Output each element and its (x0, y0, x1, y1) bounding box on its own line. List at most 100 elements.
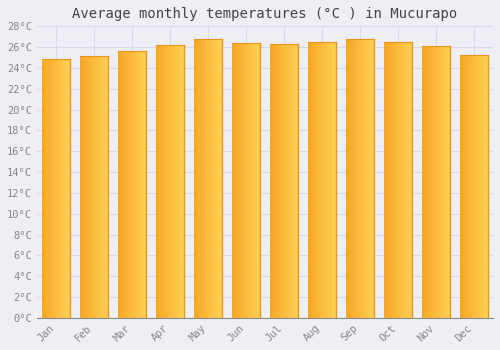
Bar (427, 46, 428, 318)
Bar (408, 42, 410, 318)
Bar (278, 44, 279, 318)
Bar (198, 39, 200, 318)
Bar (315, 42, 316, 318)
Bar (469, 55, 470, 318)
Bar (66, 58, 67, 318)
Bar (246, 43, 248, 318)
Bar (283, 44, 284, 318)
Bar (214, 39, 215, 318)
Bar (118, 51, 119, 318)
Bar (160, 45, 162, 318)
Bar (402, 42, 403, 318)
Bar (474, 55, 475, 318)
Bar (45, 58, 46, 318)
Bar (406, 42, 408, 318)
Bar (386, 42, 388, 318)
Bar (292, 44, 293, 318)
Bar (238, 43, 239, 318)
Bar (240, 43, 241, 318)
Bar (102, 56, 103, 318)
Bar (129, 51, 130, 318)
Bar (216, 39, 217, 318)
Bar (401, 42, 402, 318)
Bar (140, 51, 141, 318)
Bar (484, 55, 486, 318)
Bar (372, 39, 373, 318)
Bar (253, 43, 254, 318)
Bar (56, 58, 57, 318)
Bar (393, 42, 394, 318)
Bar (235, 43, 236, 318)
Bar (256, 43, 258, 318)
Bar (330, 42, 331, 318)
Bar (132, 51, 134, 318)
Bar (99, 56, 100, 318)
Bar (396, 42, 398, 318)
Bar (293, 44, 294, 318)
Bar (196, 39, 197, 318)
Bar (277, 44, 278, 318)
Bar (174, 45, 175, 318)
Bar (470, 55, 471, 318)
Bar (242, 43, 243, 318)
Bar (220, 39, 222, 318)
Bar (101, 56, 102, 318)
Bar (467, 55, 468, 318)
Bar (310, 42, 312, 318)
Bar (162, 45, 164, 318)
Bar (244, 43, 245, 318)
Bar (287, 44, 288, 318)
Bar (466, 55, 467, 318)
Bar (436, 46, 438, 318)
Bar (248, 43, 249, 318)
Bar (443, 46, 444, 318)
Bar (60, 58, 61, 318)
Bar (276, 44, 277, 318)
Bar (200, 39, 201, 318)
Bar (64, 58, 65, 318)
Bar (476, 55, 477, 318)
Bar (137, 51, 138, 318)
Bar (430, 46, 431, 318)
Bar (122, 51, 124, 318)
Bar (332, 42, 334, 318)
Bar (346, 39, 347, 318)
Bar (167, 45, 168, 318)
Bar (93, 56, 94, 318)
Bar (86, 56, 88, 318)
Bar (159, 45, 160, 318)
Bar (391, 42, 392, 318)
Bar (358, 39, 360, 318)
Bar (144, 51, 146, 318)
Bar (321, 42, 322, 318)
Bar (54, 58, 55, 318)
Bar (405, 42, 406, 318)
Bar (347, 39, 348, 318)
Bar (217, 39, 218, 318)
Bar (433, 46, 434, 318)
Bar (241, 43, 242, 318)
Bar (429, 46, 430, 318)
Bar (157, 45, 158, 318)
Bar (81, 56, 82, 318)
Bar (411, 42, 412, 318)
Bar (438, 46, 439, 318)
Bar (328, 42, 329, 318)
Bar (208, 39, 210, 318)
Bar (177, 45, 178, 318)
Bar (317, 42, 318, 318)
Bar (178, 45, 179, 318)
Bar (431, 46, 432, 318)
Bar (461, 55, 462, 318)
Bar (83, 56, 84, 318)
Bar (354, 39, 355, 318)
Bar (258, 43, 259, 318)
Bar (403, 42, 404, 318)
Bar (128, 51, 129, 318)
Bar (327, 42, 328, 318)
Bar (348, 39, 350, 318)
Bar (211, 39, 212, 318)
Bar (314, 42, 315, 318)
Bar (134, 51, 136, 318)
Bar (166, 45, 167, 318)
